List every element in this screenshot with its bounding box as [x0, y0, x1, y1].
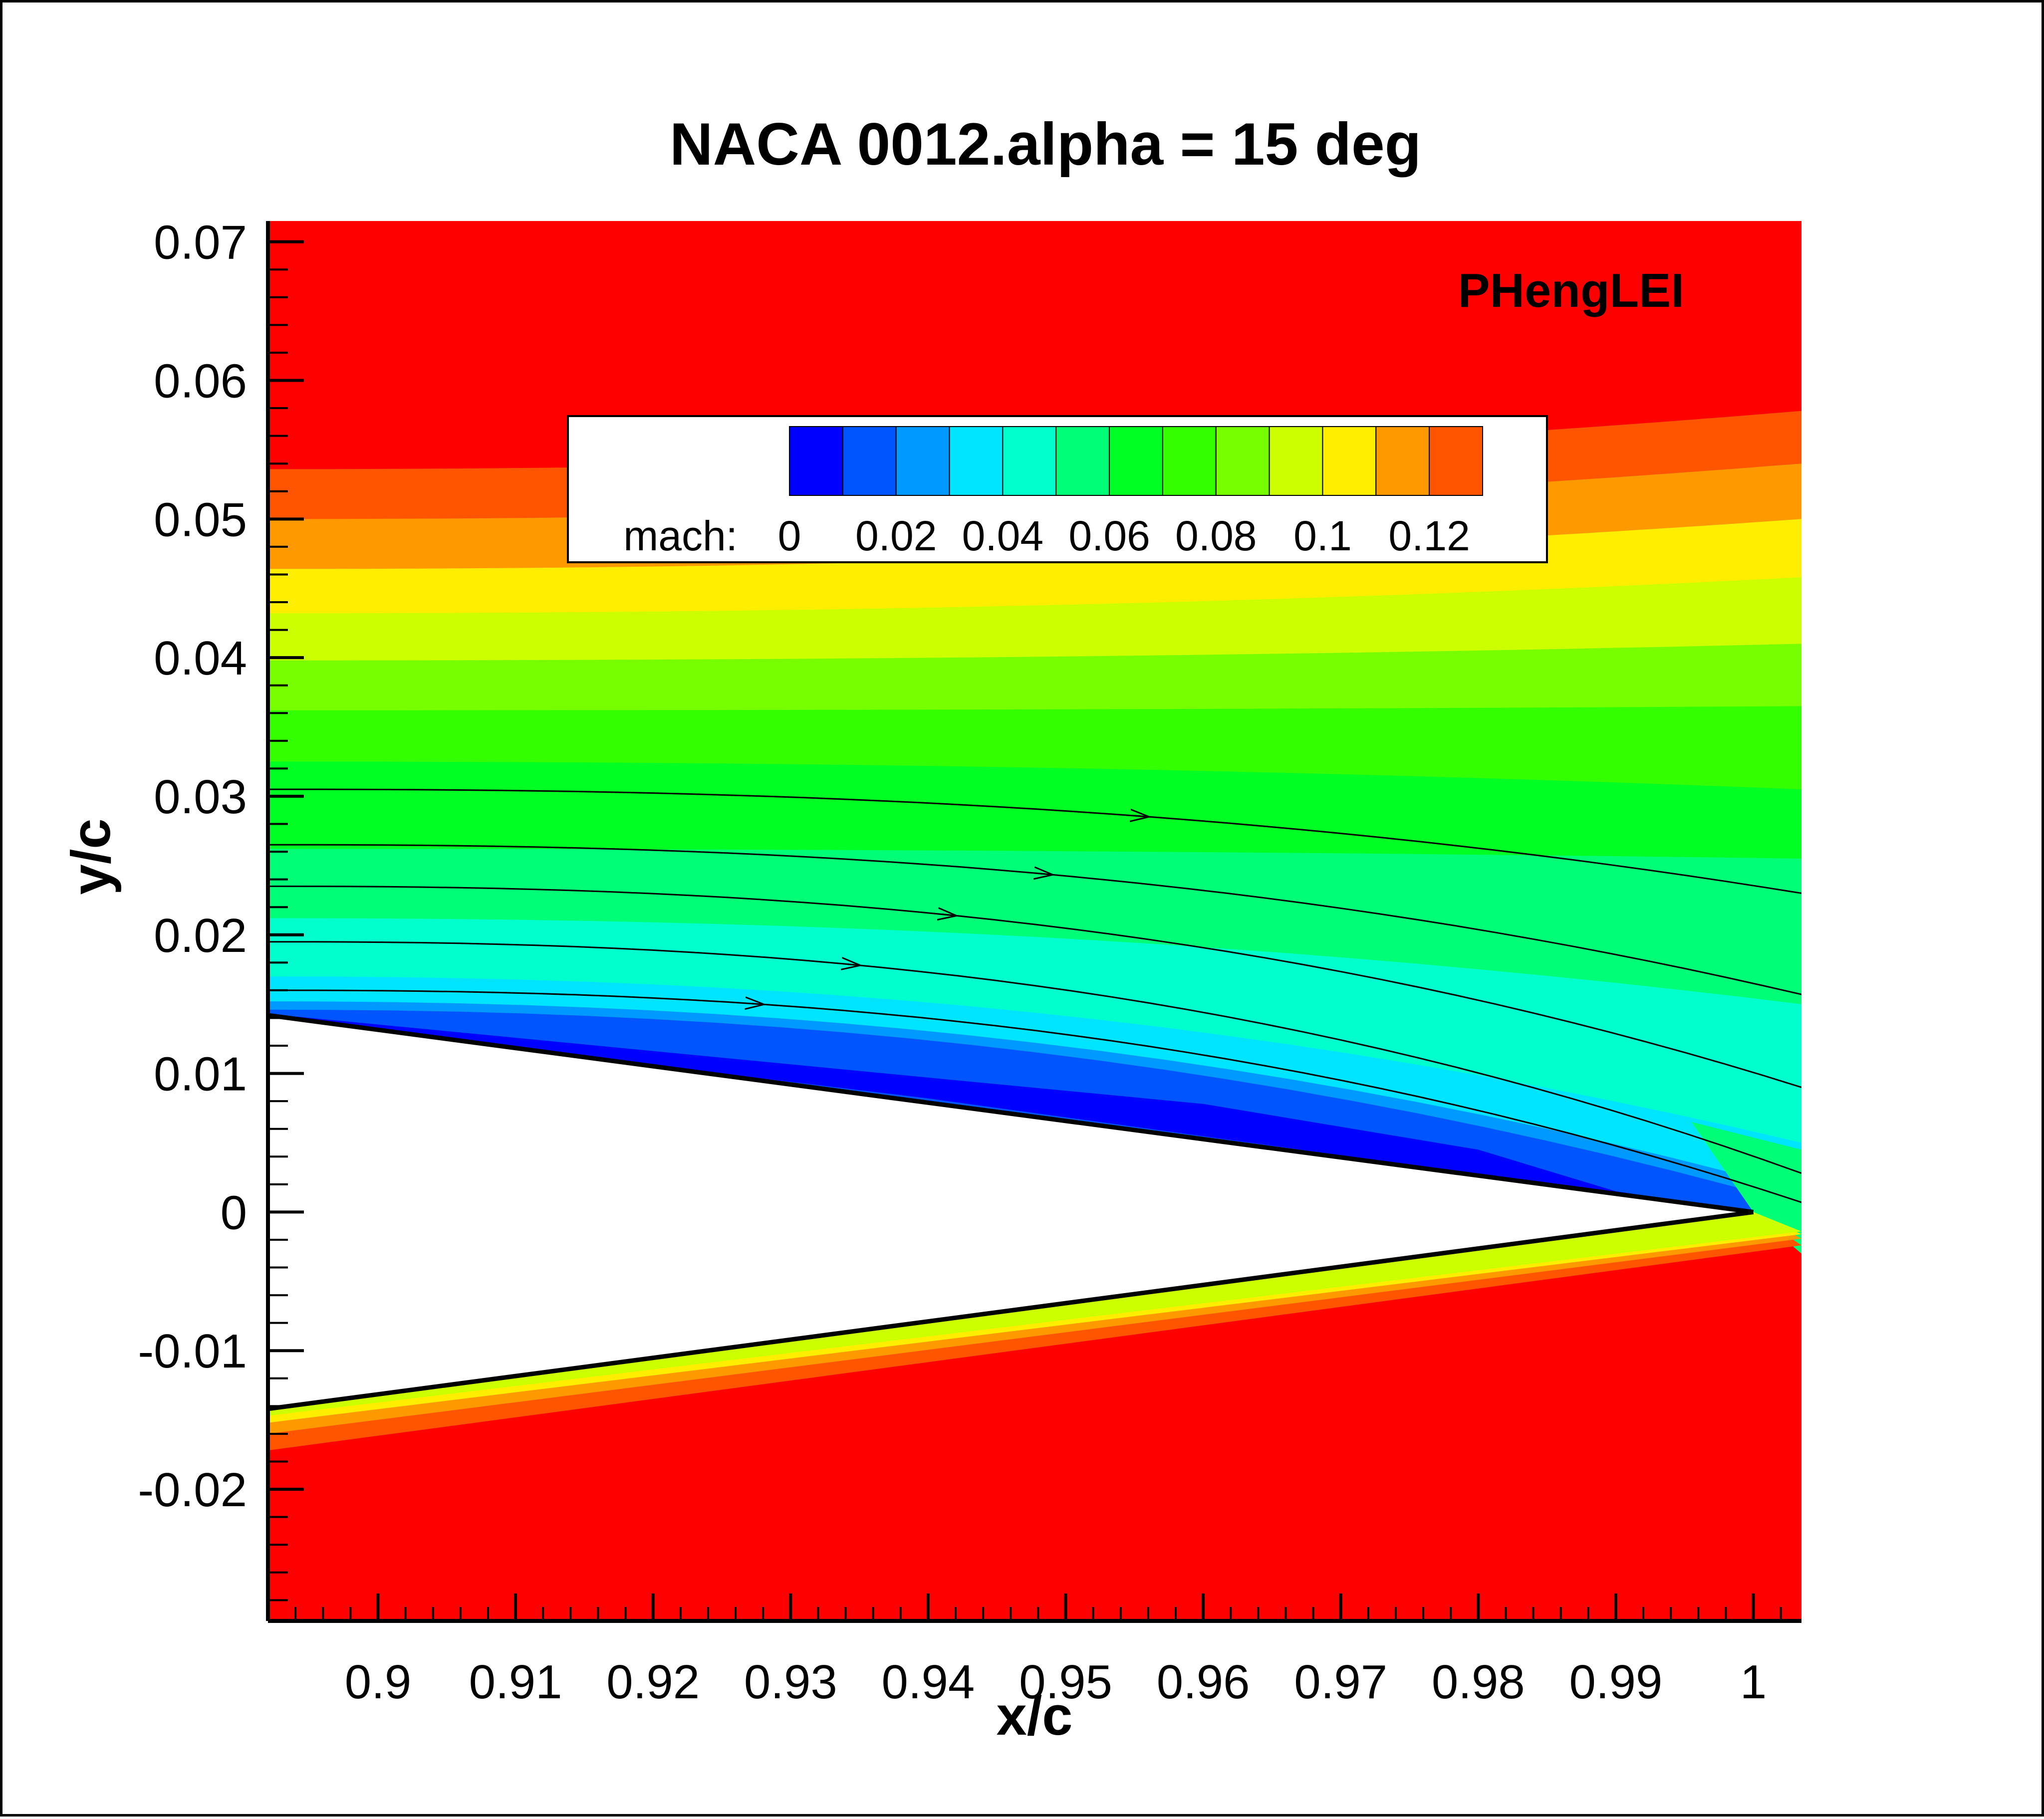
x-tick-label: 0.97: [1294, 1655, 1387, 1709]
y-tick-label: -0.02: [138, 1463, 247, 1517]
legend-swatch: [1002, 426, 1057, 496]
x-tick-label: 0.95: [1019, 1655, 1112, 1709]
legend-swatch: [842, 426, 897, 496]
airfoil-interior: [268, 1015, 1754, 1409]
legend-swatch: [1429, 426, 1483, 496]
brand-annotation: PHengLEI: [1458, 264, 1684, 317]
legend-label: 0.08: [1175, 512, 1257, 559]
streamline: [268, 941, 1801, 1174]
streamline-arrow: [1134, 816, 1148, 817]
y-tick-label: 0.01: [154, 1048, 247, 1101]
legend-label: 0.04: [962, 512, 1044, 559]
mach-contour-field: [268, 221, 1801, 1621]
x-tick-label: 0.94: [881, 1655, 975, 1709]
legend-variable: mach:: [623, 512, 738, 559]
y-tick-label: 0.03: [154, 770, 247, 824]
legend-swatch: [1375, 426, 1430, 496]
legend-swatch: [1269, 426, 1323, 496]
streamline: [268, 989, 1801, 1203]
y-tick-label: 0.06: [154, 354, 247, 408]
legend-swatch: [895, 426, 950, 496]
legend-label: 0.02: [855, 512, 937, 559]
legend-swatch: [1162, 426, 1217, 496]
y-tick-label: 0.02: [154, 909, 247, 962]
airfoil-body: [267, 1013, 1754, 1411]
x-tick-label: 0.93: [744, 1655, 837, 1709]
y-axis-label: y/c: [60, 819, 122, 895]
x-tick-label: 0.9: [345, 1655, 411, 1709]
legend-swatch: [949, 426, 1004, 496]
airfoil-upper-surface: [267, 1013, 1754, 1214]
y-tick-label: 0.04: [154, 632, 247, 685]
x-axis-label: x/c: [997, 1685, 1073, 1747]
x-tick-label: 0.98: [1432, 1655, 1525, 1709]
legend-swatch: [1109, 426, 1163, 496]
streamline-arrow: [846, 964, 860, 965]
legend-swatch: [1215, 426, 1270, 496]
axes: 0.9 0.91 0.92 0.93 0.94 0.95 0.96 0.97 0.98 0.99 1…: [138, 216, 1801, 1709]
legend-label: 0.12: [1388, 512, 1470, 559]
y-tick-label: 0: [221, 1186, 247, 1239]
streamline-arrow: [1038, 874, 1052, 875]
x-tick-label: 0.96: [1157, 1655, 1250, 1709]
x-tick-label: 1: [1740, 1655, 1767, 1709]
y-tick-label: 0.07: [154, 216, 247, 269]
legend-label: 0.1: [1293, 512, 1352, 559]
x-tick-label: 0.91: [469, 1655, 562, 1709]
mach-band-lower: [268, 1212, 1801, 1416]
airfoil-lower-surface: [267, 1209, 1754, 1411]
legend-label: 0: [778, 512, 801, 559]
legend-label: 0.06: [1068, 512, 1150, 559]
x-tick-label: 0.92: [606, 1655, 700, 1709]
streamline-arrow: [750, 1003, 764, 1004]
streamline-arrow: [942, 914, 956, 916]
legend-swatch: [1322, 426, 1377, 496]
color-legend: mach: 0 0.02 0.04 0.06 0.08 0.1 0.12: [567, 415, 1548, 563]
x-tick-label: 0.99: [1569, 1655, 1663, 1709]
y-tick-label: 0.05: [154, 493, 247, 546]
legend-swatch: [789, 426, 843, 496]
chart-title: NACA 0012.alpha = 15 deg: [670, 111, 1421, 178]
streamline: [268, 886, 1801, 1088]
y-tick-label: -0.01: [138, 1325, 247, 1378]
streamline: [268, 788, 1801, 894]
legend-swatch: [1055, 426, 1110, 496]
streamlines: [268, 788, 1801, 1203]
